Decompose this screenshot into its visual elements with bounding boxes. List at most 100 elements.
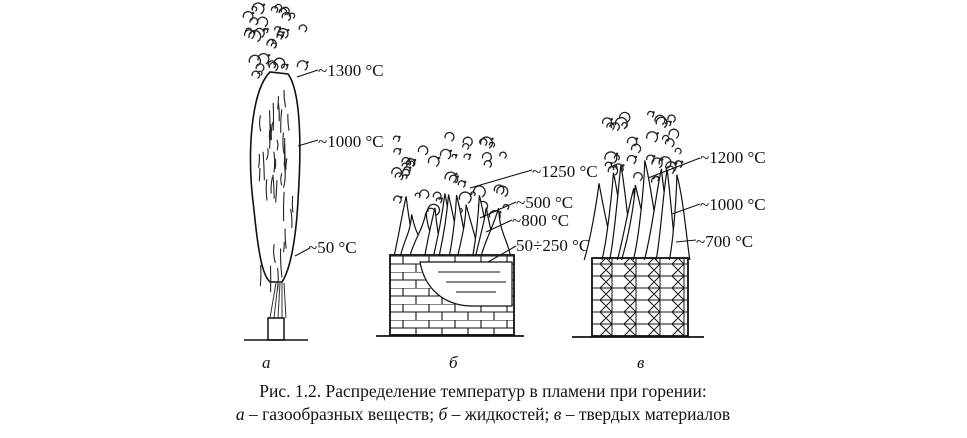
smoke-dot <box>680 160 684 164</box>
smoke-dot <box>661 158 664 161</box>
label-b-1250: ~1250 °C <box>532 162 598 181</box>
smoke-dot <box>286 63 289 67</box>
panel-letter-c: в <box>637 353 645 372</box>
smoke-dot <box>449 149 453 153</box>
smoke-curl <box>668 128 680 139</box>
wood-stack-c <box>591 257 689 337</box>
smoke-curl <box>647 110 655 118</box>
flame-streak <box>273 244 276 264</box>
smoke-curl <box>645 131 659 143</box>
leader-lines-b <box>469 169 533 263</box>
panel-letter-a: а <box>262 353 271 372</box>
smoke-dot <box>464 180 467 184</box>
smoke-curl <box>655 116 668 129</box>
smoke-dot <box>622 164 625 167</box>
smoke-curl <box>493 184 505 195</box>
smoke-dot <box>656 132 659 135</box>
smoke-curl <box>245 27 253 35</box>
smoke-curl <box>496 185 509 198</box>
smoke-curl <box>392 135 400 143</box>
smoke-curl <box>268 61 279 72</box>
smoke-curl <box>626 136 638 147</box>
smoke-dot <box>610 118 614 121</box>
panel-c-solid-flame: ~1200 °C ~1000 °C ~700 °C в <box>572 110 766 372</box>
smoke-curl <box>248 54 262 67</box>
caption-line-2: а – газообразных веществ; б – жидкостей;… <box>236 404 730 424</box>
smoke-dot <box>306 61 309 64</box>
smoke-curl <box>393 147 401 156</box>
smoke-curl <box>254 27 265 38</box>
smoke-dot <box>266 27 269 31</box>
flame-tongues-b <box>393 193 512 257</box>
flame-streak <box>282 166 286 188</box>
smoke-dot <box>440 197 444 200</box>
smoke-cloud-c <box>601 110 684 187</box>
smoke-curl <box>664 138 675 148</box>
flame-streak <box>284 228 287 249</box>
smoke-curl <box>296 60 309 71</box>
flame-streak <box>279 248 283 278</box>
smoke-curl <box>499 151 507 159</box>
smoke-dot <box>409 166 412 169</box>
smoke-dot <box>287 28 290 32</box>
smoke-dot <box>399 148 402 151</box>
smoke-curl <box>406 158 416 168</box>
caption-text-a: – газообразных веществ; <box>245 404 439 424</box>
label-a-1000: ~1000 °C <box>318 132 384 151</box>
smoke-curl <box>277 27 289 39</box>
flame-tongue <box>668 174 691 261</box>
smoke-dot <box>652 111 655 114</box>
smoke-curl <box>651 157 663 169</box>
caption-text-b: – жидкостей; <box>447 404 553 424</box>
smoke-curl <box>439 148 452 160</box>
flame-streak <box>270 176 274 194</box>
flame-streak <box>269 110 271 139</box>
flame-streak <box>274 158 277 170</box>
flame-streak <box>283 241 285 253</box>
smoke-curl <box>276 34 283 40</box>
smoke-curl <box>462 142 470 150</box>
smoke-curl <box>604 151 618 164</box>
flame-streak <box>272 174 275 199</box>
caption-letter-b: б <box>438 404 448 424</box>
smoke-curl <box>457 180 466 188</box>
smoke-curl <box>646 154 655 163</box>
smoke-curl <box>621 121 628 129</box>
smoke-curl <box>444 131 455 142</box>
smoke-curl <box>665 165 675 175</box>
smoke-curl <box>654 114 666 126</box>
smoke-dot <box>405 174 409 177</box>
smoke-curl <box>483 160 493 169</box>
smoke-curl <box>613 154 620 161</box>
smoke-dot <box>491 137 494 141</box>
smoke-curl <box>463 153 471 161</box>
burner-nozzle-a <box>267 317 285 341</box>
smoke-curl <box>626 154 637 165</box>
smoke-curl <box>612 164 618 170</box>
smoke-curl <box>266 38 277 49</box>
smoke-curl <box>630 143 642 154</box>
smoke-curl <box>427 155 440 167</box>
smoke-dot <box>282 31 285 34</box>
label-b-50-250: 50÷250 °C <box>516 236 590 255</box>
smoke-curl <box>394 172 404 181</box>
smoke-curl <box>607 165 619 176</box>
flame-streak <box>283 89 286 108</box>
smoke-cloud-b <box>391 131 510 222</box>
smoke-curl <box>604 161 613 169</box>
flame-streak <box>259 115 262 132</box>
flame-streak <box>280 109 283 133</box>
flame-tongue <box>480 207 512 257</box>
smoke-curl <box>661 134 670 143</box>
smoke-dot <box>499 210 502 214</box>
smoke-curl <box>274 3 283 12</box>
label-c-700: ~700 °C <box>696 232 753 251</box>
caption-letter-a: а <box>236 404 245 424</box>
smoke-curl <box>481 152 492 162</box>
smoke-curl <box>249 17 259 26</box>
flame-streak <box>276 139 279 151</box>
flame-streak <box>265 148 269 161</box>
smoke-curl <box>665 161 677 173</box>
smoke-curl <box>472 185 486 198</box>
